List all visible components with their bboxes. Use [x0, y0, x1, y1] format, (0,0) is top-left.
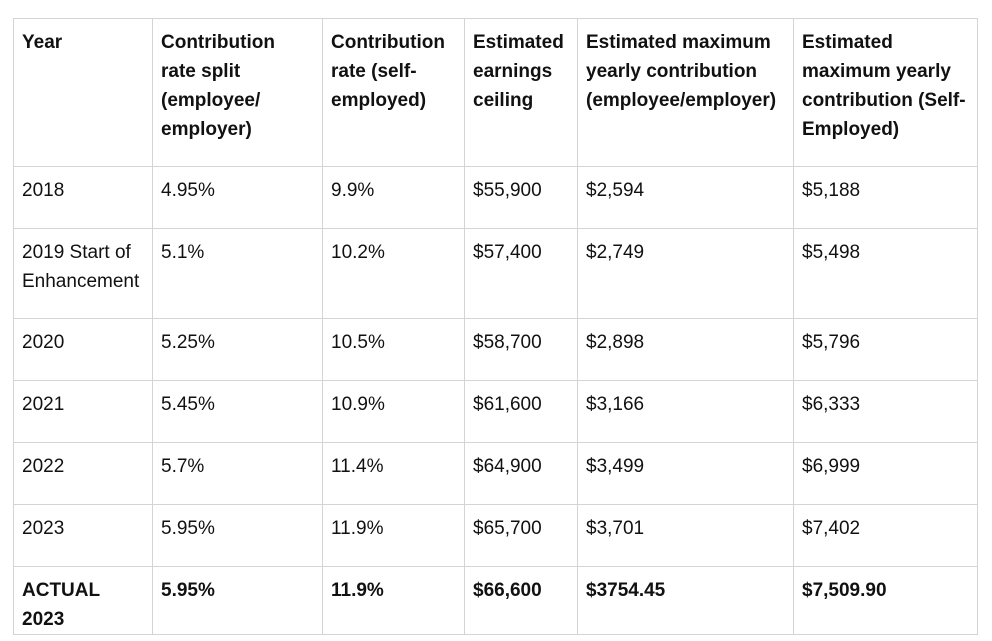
header-max-contribution-employee-employer: Estimated maximum yearly contribution (e… [577, 18, 794, 167]
table-row: 2020 5.25% 10.5% $58,700 $2,898 $5,796 [13, 318, 978, 381]
cell-max-employee: $3,166 [577, 380, 794, 443]
table-row: 2018 4.95% 9.9% $55,900 $2,594 $5,188 [13, 166, 978, 229]
cell-year: 2022 [13, 442, 153, 505]
header-contribution-rate-self-employed: Contribution rate (self-employed) [322, 18, 465, 167]
cell-rate-split: 4.95% [152, 166, 323, 229]
cell-max-self-employed: $6,999 [793, 442, 978, 505]
table-row: 2021 5.45% 10.9% $61,600 $3,166 $6,333 [13, 380, 978, 443]
cell-rate-split: 5.1% [152, 228, 323, 319]
cell-max-self-employed: $5,498 [793, 228, 978, 319]
header-contribution-rate-split: Contribution rate split (employee/ emplo… [152, 18, 323, 167]
cell-year: 2023 [13, 504, 153, 567]
header-estimated-earnings-ceiling: Estimated earnings ceiling [464, 18, 578, 167]
table-row: 2023 5.95% 11.9% $65,700 $3,701 $7,402 [13, 504, 978, 567]
cell-earnings-ceiling: $57,400 [464, 228, 578, 319]
cell-rate-split: 5.25% [152, 318, 323, 381]
contribution-table: Year Contribution rate split (employee/ … [13, 18, 978, 635]
cell-earnings-ceiling: $66,600 [464, 566, 578, 635]
cell-max-self-employed: $5,188 [793, 166, 978, 229]
cell-max-employee: $2,898 [577, 318, 794, 381]
table-row-actual: ACTUAL 2023 5.95% 11.9% $66,600 $3754.45… [13, 566, 978, 635]
header-max-contribution-self-employed: Estimated maximum yearly contribution (S… [793, 18, 978, 167]
cell-max-employee: $3754.45 [577, 566, 794, 635]
cell-max-employee: $2,749 [577, 228, 794, 319]
cell-year: ACTUAL 2023 [13, 566, 153, 635]
cell-rate-self-employed: 11.9% [322, 504, 465, 567]
cell-rate-self-employed: 11.4% [322, 442, 465, 505]
cell-rate-self-employed: 11.9% [322, 566, 465, 635]
cell-rate-self-employed: 10.5% [322, 318, 465, 381]
cell-max-self-employed: $7,402 [793, 504, 978, 567]
cell-earnings-ceiling: $64,900 [464, 442, 578, 505]
cell-rate-self-employed: 10.9% [322, 380, 465, 443]
cell-rate-split: 5.45% [152, 380, 323, 443]
cell-max-self-employed: $7,509.90 [793, 566, 978, 635]
header-row: Year Contribution rate split (employee/ … [13, 18, 978, 167]
cell-year: 2020 [13, 318, 153, 381]
cell-max-employee: $2,594 [577, 166, 794, 229]
cell-rate-self-employed: 9.9% [322, 166, 465, 229]
cell-earnings-ceiling: $61,600 [464, 380, 578, 443]
cell-rate-split: 5.95% [152, 566, 323, 635]
cell-rate-self-employed: 10.2% [322, 228, 465, 319]
cell-earnings-ceiling: $58,700 [464, 318, 578, 381]
cell-earnings-ceiling: $55,900 [464, 166, 578, 229]
cell-max-employee: $3,499 [577, 442, 794, 505]
table-row: 2022 5.7% 11.4% $64,900 $3,499 $6,999 [13, 442, 978, 505]
table-row: 2019 Start of Enhancement 5.1% 10.2% $57… [13, 228, 978, 319]
cell-earnings-ceiling: $65,700 [464, 504, 578, 567]
cell-rate-split: 5.95% [152, 504, 323, 567]
cell-max-self-employed: $6,333 [793, 380, 978, 443]
cell-max-employee: $3,701 [577, 504, 794, 567]
cell-year: 2019 Start of Enhancement [13, 228, 153, 319]
cell-year: 2021 [13, 380, 153, 443]
cell-year: 2018 [13, 166, 153, 229]
cell-max-self-employed: $5,796 [793, 318, 978, 381]
header-year: Year [13, 18, 153, 167]
cell-rate-split: 5.7% [152, 442, 323, 505]
